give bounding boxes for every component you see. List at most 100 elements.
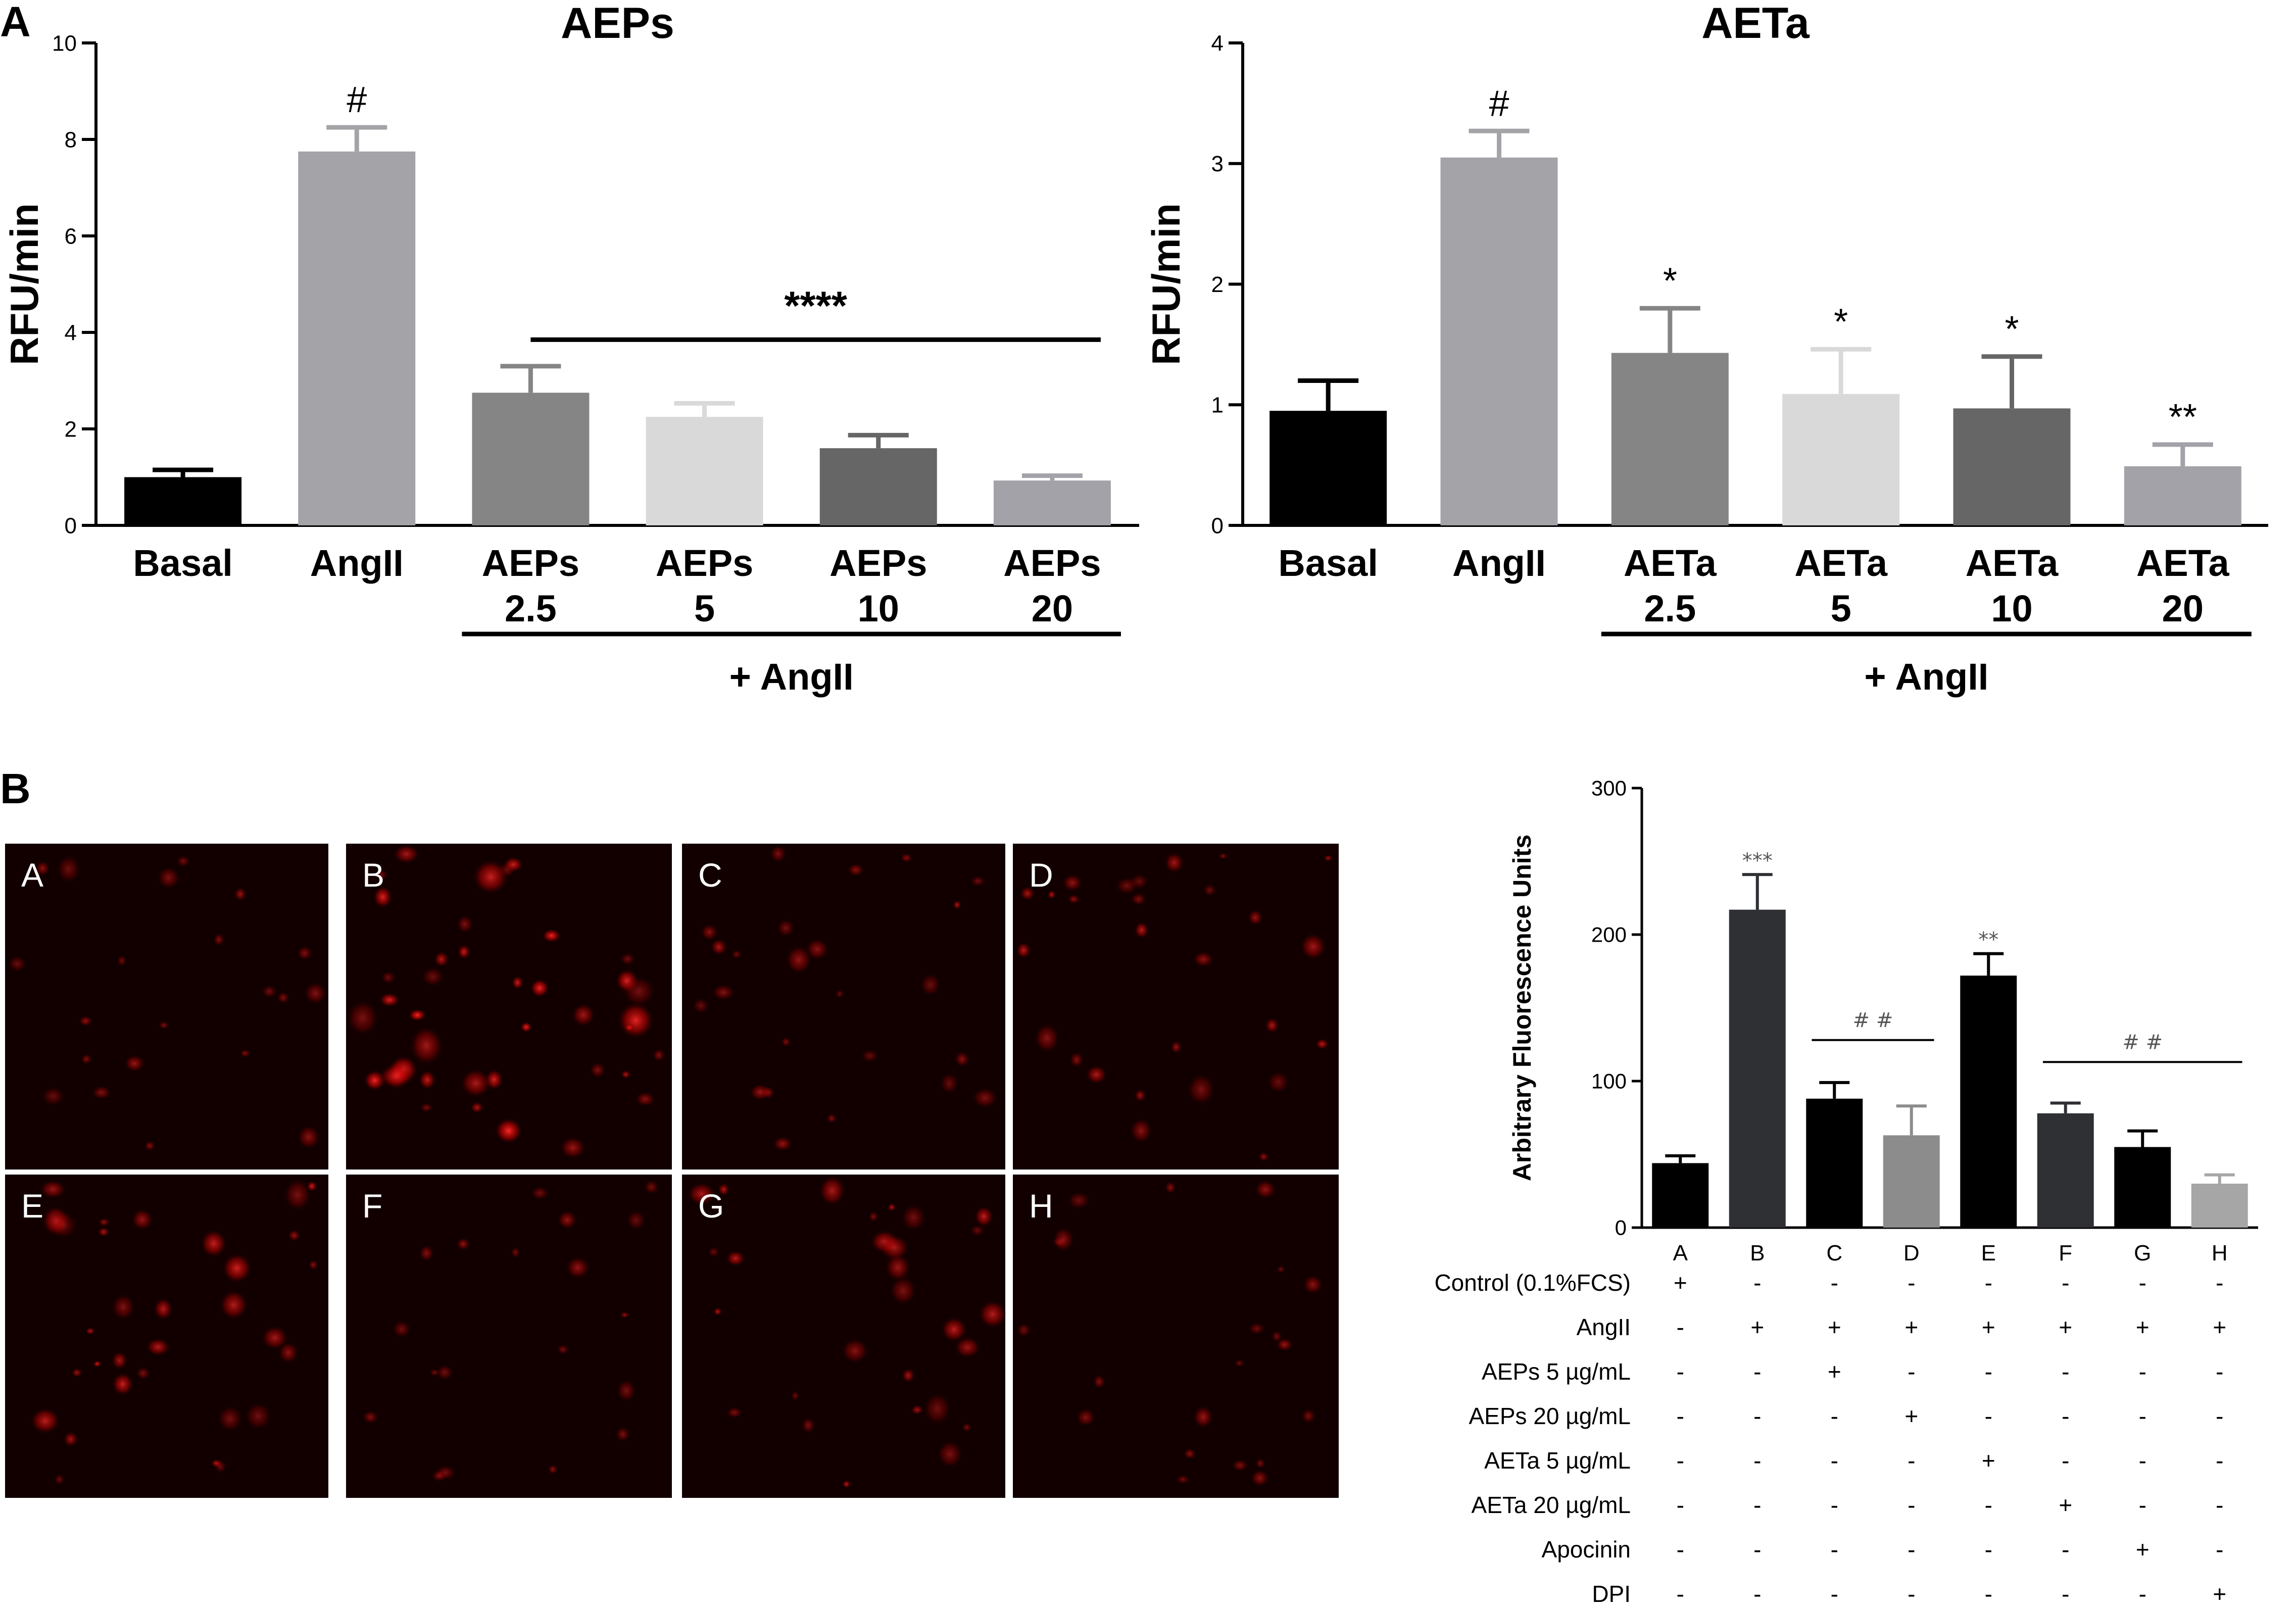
cell-spot	[805, 938, 829, 960]
treatment-mark: -	[1831, 1492, 1838, 1518]
cell-spot	[791, 1391, 800, 1401]
treatment-mark: -	[1677, 1447, 1684, 1474]
cell-spot	[726, 1250, 745, 1266]
panel-label-b: B	[0, 765, 31, 812]
cell-spot	[557, 1344, 569, 1354]
x-tick-label: AEPs	[482, 542, 579, 584]
group-label: + AngII	[729, 656, 854, 698]
cell-spot	[520, 1021, 532, 1033]
bar	[993, 480, 1111, 525]
micrograph-letter: G	[698, 1187, 724, 1225]
cell-spot	[97, 1227, 110, 1237]
cell-spot	[131, 1208, 153, 1231]
cell-spot	[1134, 921, 1149, 939]
x-tick-label: G	[2134, 1241, 2151, 1265]
cell-spot	[277, 991, 289, 1004]
cell-spot	[1076, 1408, 1096, 1427]
micrograph-letter: H	[1029, 1187, 1053, 1225]
cell-spot	[214, 1459, 227, 1473]
cell-spot	[615, 1426, 630, 1442]
cell-spot	[841, 1338, 868, 1363]
cell-spot	[635, 1092, 655, 1107]
cell-spot	[911, 1405, 924, 1415]
micrograph-panel	[682, 844, 1005, 1170]
micrograph-letter: C	[698, 856, 722, 894]
treatment-row-label: Control (0.1%FCS)	[1434, 1270, 1631, 1296]
treatment-mark: -	[2216, 1492, 2223, 1518]
cell-spot	[1255, 1180, 1276, 1199]
cell-spot	[974, 1206, 993, 1227]
treatment-table: Control (0.1%FCS) + - - - - - - - AngII - + + + + + + + AE…	[1434, 1270, 2226, 1607]
cell-spot	[99, 1217, 110, 1227]
cell-spot	[117, 955, 127, 966]
cell-spot	[240, 1049, 251, 1058]
treatment-mark: +	[1904, 1403, 1918, 1429]
cell-spot	[622, 976, 655, 1006]
cell-spot	[146, 1338, 170, 1356]
cell-spot	[923, 1392, 951, 1425]
chart-title: AETa	[1701, 0, 1810, 47]
significance-label: *	[2005, 309, 2019, 350]
treatment-mark: -	[1985, 1358, 1992, 1385]
cell-spot	[970, 1225, 985, 1236]
x-tick-label: Basal	[1278, 542, 1378, 584]
cell-spot	[542, 929, 561, 943]
treatment-mark: +	[2059, 1492, 2072, 1518]
cell-spot	[1232, 1459, 1248, 1472]
cell-spot	[885, 1253, 911, 1282]
treatment-mark: +	[2059, 1314, 2072, 1340]
treatment-mark: -	[1677, 1581, 1684, 1607]
cell-spot	[419, 1070, 436, 1090]
cell-spot	[1300, 933, 1326, 960]
x-tick-label: D	[1903, 1241, 1920, 1265]
treatment-mark: -	[1831, 1581, 1838, 1607]
cell-spot	[431, 1470, 447, 1482]
cell-spot	[652, 1048, 665, 1062]
treatment-mark: -	[1753, 1581, 1761, 1607]
x-tick-label: 2.5	[1644, 588, 1696, 629]
bar	[1729, 909, 1786, 1228]
cell-spot	[512, 976, 523, 990]
x-tick-label: 5	[694, 588, 715, 629]
cell-spot	[557, 1210, 577, 1230]
treatment-row-label: AEPs 20 µg/mL	[1469, 1403, 1631, 1429]
cell-spot	[621, 1070, 631, 1079]
treatment-mark: +	[2136, 1536, 2150, 1563]
x-tick-label: F	[2059, 1241, 2072, 1265]
micrograph-panel	[346, 844, 672, 1170]
cell-spot	[1020, 886, 1035, 901]
bar	[2124, 466, 2241, 525]
cell-spot	[504, 857, 523, 872]
cell-spot	[801, 1417, 815, 1434]
cell-spot	[421, 966, 444, 987]
cell-spot	[278, 1342, 299, 1363]
treatment-mark: -	[1908, 1270, 1915, 1296]
cell-spot	[770, 845, 787, 863]
cell-spot	[409, 1009, 426, 1021]
cell-spot	[93, 1360, 102, 1368]
treatment-mark: -	[1677, 1536, 1684, 1563]
micrograph-panel	[5, 844, 328, 1170]
cell-spot	[701, 923, 718, 941]
cell-spot	[1272, 1330, 1282, 1343]
cell-spot	[842, 1480, 851, 1488]
cell-spot	[436, 1365, 453, 1381]
treatment-mark: -	[1831, 1403, 1838, 1429]
cell-spot	[112, 1373, 133, 1396]
chart-title: AEPs	[561, 0, 674, 47]
cell-spot	[1255, 1458, 1265, 1469]
cell-spot	[374, 869, 388, 881]
cell-spot	[620, 953, 636, 965]
micrograph-panel	[1013, 844, 1339, 1170]
cell-spot	[890, 1276, 916, 1305]
micrograph-letter: E	[21, 1187, 43, 1225]
cell-spot	[941, 1317, 967, 1342]
y-tick-label: 2	[65, 417, 77, 442]
treatment-mark: -	[1908, 1447, 1915, 1474]
cell-spot	[1062, 874, 1083, 892]
cell-spot	[111, 1351, 128, 1370]
cell-spot	[1235, 1359, 1244, 1367]
bar	[1953, 408, 2071, 525]
y-tick-label: 2	[1211, 272, 1224, 297]
cell-spot	[548, 1464, 558, 1474]
